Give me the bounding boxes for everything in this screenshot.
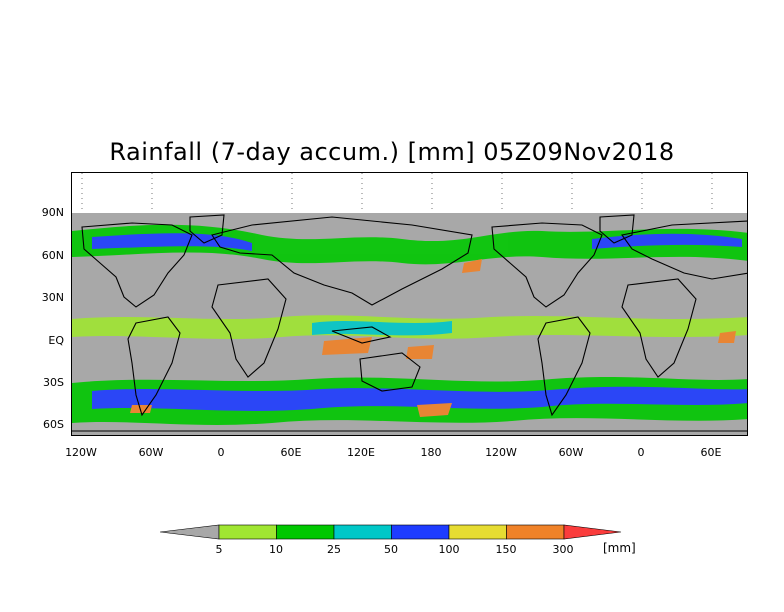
longitude-label: 120E — [347, 446, 375, 459]
longitude-label: 60E — [700, 446, 722, 459]
longitude-gridlines — [81, 173, 713, 213]
latitude-label-90n: 90N — [41, 206, 64, 219]
latitude-label-30n: 30N — [41, 291, 64, 304]
legend-swatch-above-max — [563, 524, 622, 540]
longitude-label: 120W — [485, 446, 517, 459]
longitude-label: 60W — [138, 446, 164, 459]
longitude-label: 0 — [217, 446, 225, 459]
longitude-label: 120W — [65, 446, 97, 459]
legend-swatch — [506, 524, 565, 540]
legend-swatch — [333, 524, 392, 540]
latitude-label-60s: 60S — [43, 418, 64, 431]
color-legend-bar — [160, 524, 622, 540]
longitude-label: 60W — [558, 446, 584, 459]
precipitation-map — [71, 172, 748, 436]
longitude-label: 0 — [637, 446, 645, 459]
legend-threshold-label: 25 — [327, 543, 341, 556]
legend-swatch — [448, 524, 507, 540]
rain-bands — [72, 224, 747, 425]
continent-outlines — [72, 214, 747, 432]
legend-swatch-below-min — [160, 524, 220, 540]
legend-swatch — [218, 524, 277, 540]
legend-threshold-label: 50 — [384, 543, 398, 556]
legend-threshold-label: 100 — [438, 543, 460, 556]
legend-swatch — [391, 524, 450, 540]
legend-unit: [mm] — [603, 541, 636, 555]
legend-threshold-label: 5 — [215, 543, 223, 556]
legend-threshold-label: 150 — [495, 543, 517, 556]
latitude-label-30s: 30S — [43, 376, 64, 389]
rainfall-map-canvas — [72, 173, 747, 435]
legend-threshold-label: 10 — [269, 543, 283, 556]
longitude-label: 60E — [280, 446, 302, 459]
map-title: Rainfall (7-day accum.) [mm] 05Z09Nov201… — [109, 138, 675, 166]
latitude-label-60n: 60N — [41, 249, 64, 262]
latitude-label-eq: EQ — [48, 334, 64, 347]
longitude-label: 180 — [420, 446, 442, 459]
legend-swatch — [276, 524, 335, 540]
legend-threshold-label: 300 — [552, 543, 574, 556]
